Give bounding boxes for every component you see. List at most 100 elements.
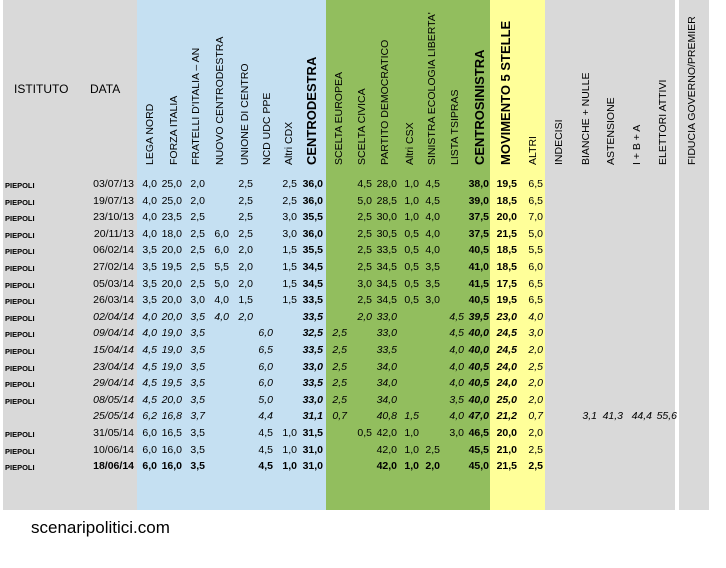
cell-lega-nord: 4,0 <box>142 178 157 190</box>
cell-centrodestra: 35,5 <box>302 211 323 224</box>
cell-movimento-5-stelle: 19,5 <box>496 294 517 307</box>
cell-lega-nord: 4,0 <box>142 310 157 323</box>
cell-astensione: 41,3 <box>602 410 623 423</box>
cell-centrodestra: 31,0 <box>302 443 323 456</box>
cell-unione-di-centro: 2,0 <box>238 310 253 323</box>
cell-unione-di-centro: 2,5 <box>238 227 253 240</box>
cell-lega-nord: 4,5 <box>142 377 157 390</box>
cell-scelta-europea: 2,5 <box>332 393 347 406</box>
cell-elettori-attivi: 55,6 <box>656 410 677 423</box>
cell-fratelli-d-italia-an: 3,5 <box>190 310 205 323</box>
cell-partito-democratico: 42,0 <box>376 443 397 456</box>
cell-altri: 2,0 <box>528 393 543 406</box>
cell-forza-italia: 16,8 <box>161 410 182 423</box>
header-col-label: INDECISI <box>553 119 565 165</box>
cell-altri-cdx: 3,0 <box>282 211 297 224</box>
cell-forza-italia: 23,5 <box>161 211 182 224</box>
cell-movimento-5-stelle: 24,0 <box>496 377 517 390</box>
cell-scelta-europea: 2,5 <box>332 344 347 356</box>
cell-partito-democratico: 33,0 <box>376 310 397 323</box>
cell-altri: 6,5 <box>528 294 543 307</box>
cell-partito-democratico: 34,5 <box>376 261 397 273</box>
header-col-label: PARTITO DEMOCRATICO <box>379 39 391 165</box>
cell-centrodestra: 36,0 <box>302 178 323 190</box>
cell-movimento-5-stelle: 18,5 <box>496 261 517 273</box>
cell-partito-democratico: 40,8 <box>376 410 397 423</box>
row-date: 19/07/13 <box>93 194 134 207</box>
green-centrosinistra-block <box>326 0 490 510</box>
cell-lega-nord: 3,5 <box>142 294 157 307</box>
header-col-label: SCELTA EUROPEA <box>333 72 345 165</box>
cell-movimento-5-stelle: 21,0 <box>496 443 517 456</box>
cell-centrosinistra: 41,0 <box>468 261 489 273</box>
cell-forza-italia: 20,0 <box>161 310 182 323</box>
cell-bianche-nulle: 3,1 <box>582 410 597 423</box>
row-date: 05/03/14 <box>93 277 134 290</box>
cell-partito-democratico: 34,5 <box>376 277 397 290</box>
row-date: 02/04/14 <box>93 310 134 323</box>
cell-nuovo-centrodestra: 4,0 <box>214 310 229 323</box>
header-col-label: FIDUCIA GOVERNO/PREMIER <box>686 16 698 165</box>
cell-partito-democratico: 42,0 <box>376 460 397 473</box>
footer-site-label[interactable]: scenaripolitici.com <box>31 518 170 537</box>
cell-scelta-civica: 4,5 <box>357 178 372 190</box>
row-date: 23/04/14 <box>93 360 134 373</box>
cell-altri: 2,5 <box>528 460 543 473</box>
row-date: 15/04/14 <box>93 344 134 356</box>
cell-scelta-civica: 2,5 <box>357 211 372 224</box>
row-date: 27/02/14 <box>93 261 134 273</box>
cell-forza-italia: 19,0 <box>161 360 182 373</box>
cell-lista-tsipras: 4,5 <box>449 327 464 340</box>
cell-forza-italia: 20,0 <box>161 277 182 290</box>
cell-fratelli-d-italia-an: 2,0 <box>190 178 205 190</box>
cell-altri-cdx: 3,0 <box>282 227 297 240</box>
cell-lega-nord: 4,5 <box>142 393 157 406</box>
blue-centrodestra-block <box>137 0 326 510</box>
header-istituto: ISTITUTO <box>14 82 69 96</box>
cell-unione-di-centro: 2,5 <box>238 211 253 224</box>
cell-unione-di-centro: 2,5 <box>238 194 253 207</box>
cell-movimento-5-stelle: 20,0 <box>496 211 517 224</box>
cell-centrodestra: 33,0 <box>302 360 323 373</box>
cell-altri-csx: 0,5 <box>404 227 419 240</box>
header-col-label: ELETTORI ATTIVI <box>657 79 669 165</box>
cell-sinistra-ecologia-liberta: 4,5 <box>425 178 440 190</box>
cell-sinistra-ecologia-liberta: 3,5 <box>425 277 440 290</box>
grey-fiducia-block <box>679 0 709 510</box>
cell-scelta-europea: 2,5 <box>332 377 347 390</box>
cell-lista-tsipras: 4,5 <box>449 310 464 323</box>
cell-ncd-udc-ppe: 6,0 <box>258 360 273 373</box>
row-istituto: PIEPOLI <box>5 446 35 456</box>
row-istituto: PIEPOLI <box>5 230 35 240</box>
cell-altri: 6,0 <box>528 261 543 273</box>
cell-altri-csx: 1,0 <box>404 443 419 456</box>
cell-centrosinistra: 39,0 <box>468 194 489 207</box>
cell-lega-nord: 4,0 <box>142 194 157 207</box>
cell-fratelli-d-italia-an: 3,5 <box>190 427 205 439</box>
cell-altri: 7,0 <box>528 211 543 224</box>
cell-centrodestra: 36,0 <box>302 227 323 240</box>
cell-centrosinistra: 40,0 <box>468 344 489 356</box>
cell-lista-tsipras: 4,0 <box>449 344 464 356</box>
row-istituto: PIEPOLI <box>5 463 35 473</box>
row-istituto: PIEPOLI <box>5 214 35 224</box>
cell-fratelli-d-italia-an: 3,5 <box>190 460 205 473</box>
cell-centrosinistra: 40,5 <box>468 377 489 390</box>
cell-movimento-5-stelle: 24,0 <box>496 360 517 373</box>
cell-lega-nord: 4,0 <box>142 211 157 224</box>
cell-altri-cdx: 2,5 <box>282 178 297 190</box>
cell-ncd-udc-ppe: 6,5 <box>258 344 273 356</box>
cell-altri: 2,0 <box>528 344 543 356</box>
row-istituto: PIEPOLI <box>5 363 35 373</box>
cell-nuovo-centrodestra: 5,5 <box>214 261 229 273</box>
cell-lista-tsipras: 3,5 <box>449 393 464 406</box>
row-date: 29/04/14 <box>93 377 134 390</box>
header-col-label: UNIONE DI CENTRO <box>239 63 251 165</box>
cell-centrodestra: 34,5 <box>302 277 323 290</box>
cell-partito-democratico: 28,5 <box>376 194 397 207</box>
cell-fratelli-d-italia-an: 3,5 <box>190 327 205 340</box>
cell-altri-cdx: 1,5 <box>282 261 297 273</box>
cell-movimento-5-stelle: 20,0 <box>496 427 517 439</box>
header-col-label: SCELTA CIVICA <box>356 88 368 165</box>
row-istituto: PIEPOLI <box>5 313 35 323</box>
